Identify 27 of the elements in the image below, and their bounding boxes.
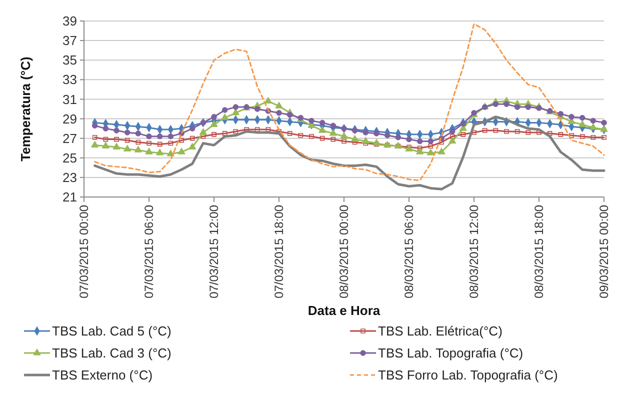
y-tick-label: 39: [62, 14, 77, 29]
legend-label: TBS Lab. Topografia (°C): [378, 346, 524, 361]
y-tick-label: 25: [62, 150, 77, 166]
legend-label: TBS Forro Lab. Topografia (°C): [378, 368, 558, 383]
x-axis-title: Data e Hora: [308, 303, 381, 318]
y-tick-label: 33: [62, 72, 77, 88]
x-tick-label: 07/03/2015 06:00: [142, 204, 156, 298]
legend-label: TBS Lab. Cad 3 (°C): [52, 346, 172, 361]
x-tick-label: 08/03/2015 00:00: [337, 204, 352, 298]
y-tick-label: 31: [62, 92, 77, 107]
x-tick-label: 07/03/2015 18:00: [272, 204, 286, 298]
y-tick-label: 37: [62, 33, 77, 48]
y-tick-label: 21: [62, 190, 77, 205]
y-tick-label: 29: [62, 111, 77, 126]
y-tick-label: 27: [62, 130, 77, 146]
x-tick-label: 07/03/2015 00:00: [77, 204, 92, 298]
legend-label: TBS Lab. Elétrica(°C): [378, 324, 502, 339]
legend-label: TBS Externo (°C): [52, 368, 153, 383]
x-tick-label: 08/03/2015 06:00: [402, 204, 416, 298]
x-tick-label: 07/03/2015 12:00: [207, 204, 222, 298]
y-axis-title: Temperatura (°C): [18, 56, 33, 162]
x-tick-label: 08/03/2015 12:00: [467, 204, 482, 298]
x-tick-label: 09/03/2015 00:00: [597, 204, 612, 298]
y-tick-label: 23: [62, 170, 77, 185]
x-tick-label: 08/03/2015 18:00: [532, 204, 546, 298]
y-tick-label: 35: [62, 52, 77, 68]
legend-label: TBS Lab. Cad 5 (°C): [52, 324, 172, 339]
